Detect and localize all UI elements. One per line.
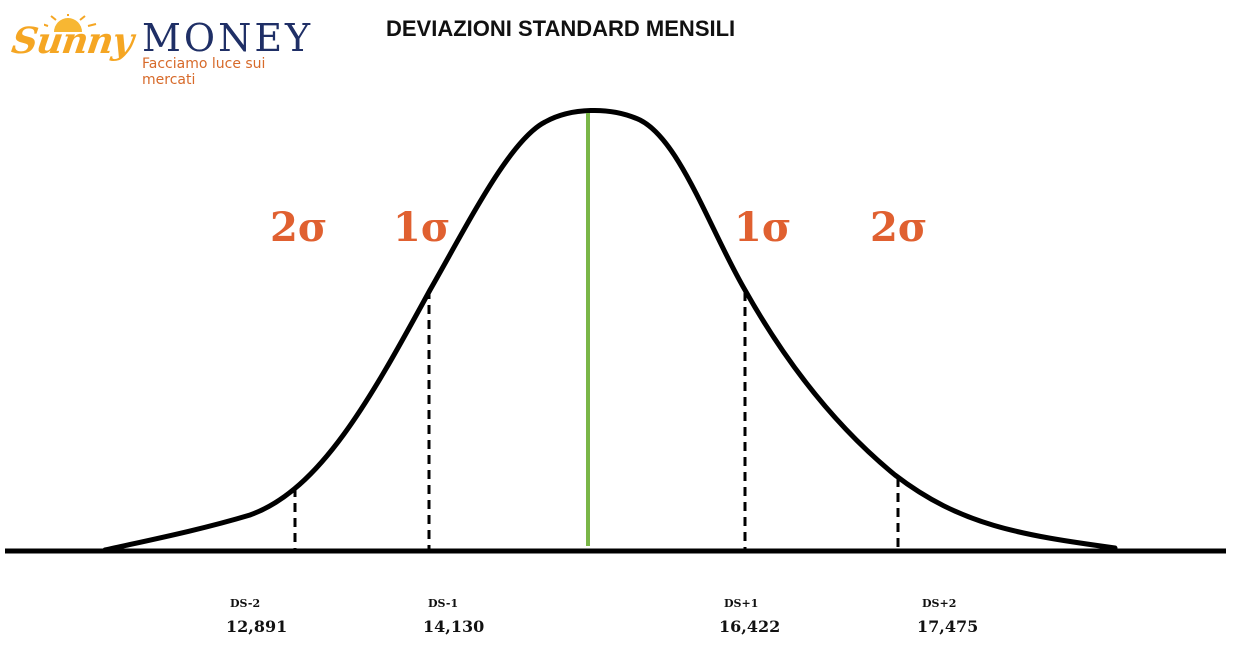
- page-title: DEVIAZIONI STANDARD MENSILI: [386, 16, 736, 41]
- sigma-label-left-1: 1σ: [393, 204, 451, 251]
- logo-money-text: MONEY: [142, 16, 314, 60]
- ds-plus-2-value: 17,475: [917, 617, 979, 636]
- sun-icon: [44, 14, 97, 32]
- logo-tagline: Facciamo luce sui mercati: [142, 56, 266, 88]
- ds-minus-1-value: 14,130: [423, 617, 485, 636]
- ds-plus-2-label: DS+2: [922, 597, 957, 610]
- ds-minus-2-value: 12,891: [226, 617, 288, 636]
- ds-minus-1-label: DS-1: [428, 597, 459, 610]
- bell-curve: [102, 107, 1118, 553]
- sigma-label-right-1: 1σ: [734, 204, 792, 251]
- sigma-label-left-2: 2σ: [270, 204, 328, 251]
- ds-minus-2-label: DS-2: [230, 597, 261, 610]
- sunnymoney-logo: Sunny MONEY Facciamo luce sui mercati: [9, 12, 320, 88]
- ds-plus-1-label: DS+1: [724, 597, 759, 610]
- ds-plus-1-value: 16,422: [719, 617, 781, 636]
- sigma-label-right-2: 2σ: [870, 204, 928, 251]
